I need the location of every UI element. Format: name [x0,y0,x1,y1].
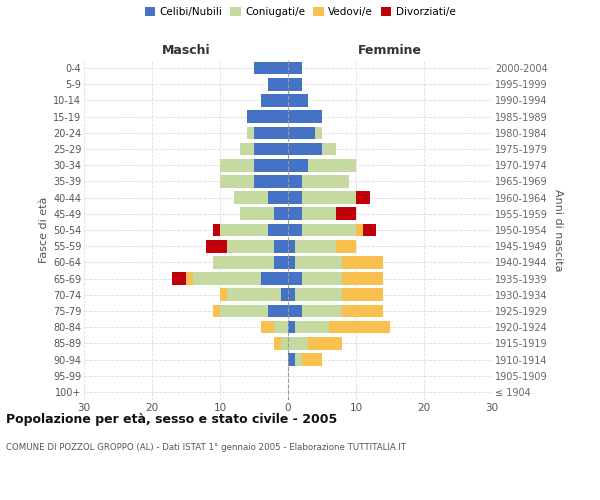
Bar [302,192,356,204]
Bar [220,304,268,318]
Bar [233,192,268,204]
Bar [329,321,390,334]
Text: COMUNE DI POZZOL GROPPO (AL) - Dati ISTAT 1° gennaio 2005 - Elaborazione TUTTITA: COMUNE DI POZZOL GROPPO (AL) - Dati ISTA… [6,442,406,452]
Bar [288,240,295,252]
Bar [261,321,274,334]
Bar [302,353,322,366]
Bar [356,192,370,204]
Bar [343,256,383,268]
Bar [268,224,288,236]
Bar [288,175,302,188]
Bar [288,110,322,123]
Bar [268,304,288,318]
Bar [274,208,288,220]
Text: Popolazione per età, sesso e stato civile - 2005: Popolazione per età, sesso e stato civil… [6,412,337,426]
Bar [247,110,288,123]
Bar [227,288,281,301]
Bar [241,208,274,220]
Bar [288,353,295,366]
Bar [172,272,186,285]
Bar [288,337,308,349]
Y-axis label: Anni di nascita: Anni di nascita [553,188,563,271]
Bar [193,272,261,285]
Bar [308,159,356,172]
Bar [254,142,288,156]
Bar [302,175,349,188]
Bar [288,62,302,74]
Bar [206,240,227,252]
Bar [302,304,343,318]
Bar [274,337,281,349]
Bar [254,159,288,172]
Text: Maschi: Maschi [161,44,211,58]
Bar [274,256,288,268]
Bar [213,256,274,268]
Bar [288,208,302,220]
Bar [261,94,288,107]
Bar [288,142,322,156]
Bar [227,240,274,252]
Bar [274,321,288,334]
Bar [302,224,356,236]
Bar [356,224,363,236]
Bar [288,224,302,236]
Bar [213,224,220,236]
Bar [254,126,288,139]
Bar [288,304,302,318]
Bar [261,272,288,285]
Bar [281,337,288,349]
Bar [220,224,268,236]
Bar [295,288,343,301]
Bar [281,288,288,301]
Bar [268,78,288,90]
Y-axis label: Fasce di età: Fasce di età [38,197,49,263]
Bar [295,321,329,334]
Bar [213,304,220,318]
Bar [288,192,302,204]
Bar [335,240,356,252]
Bar [343,288,383,301]
Bar [220,288,227,301]
Bar [343,304,383,318]
Bar [295,353,302,366]
Bar [288,126,315,139]
Bar [335,208,356,220]
Bar [268,192,288,204]
Bar [295,256,343,268]
Bar [288,288,295,301]
Bar [247,126,254,139]
Bar [241,142,254,156]
Bar [288,159,308,172]
Bar [220,175,254,188]
Bar [363,224,376,236]
Bar [302,272,343,285]
Bar [302,208,335,220]
Bar [295,240,335,252]
Text: Femmine: Femmine [358,44,422,58]
Bar [308,337,343,349]
Bar [274,240,288,252]
Bar [322,142,335,156]
Bar [220,159,254,172]
Bar [288,321,295,334]
Bar [315,126,322,139]
Bar [288,94,308,107]
Bar [288,256,295,268]
Bar [288,272,302,285]
Bar [186,272,193,285]
Bar [288,78,302,90]
Legend: Celibi/Nubili, Coniugati/e, Vedovi/e, Divorziati/e: Celibi/Nubili, Coniugati/e, Vedovi/e, Di… [143,5,457,20]
Bar [343,272,383,285]
Bar [254,62,288,74]
Bar [254,175,288,188]
